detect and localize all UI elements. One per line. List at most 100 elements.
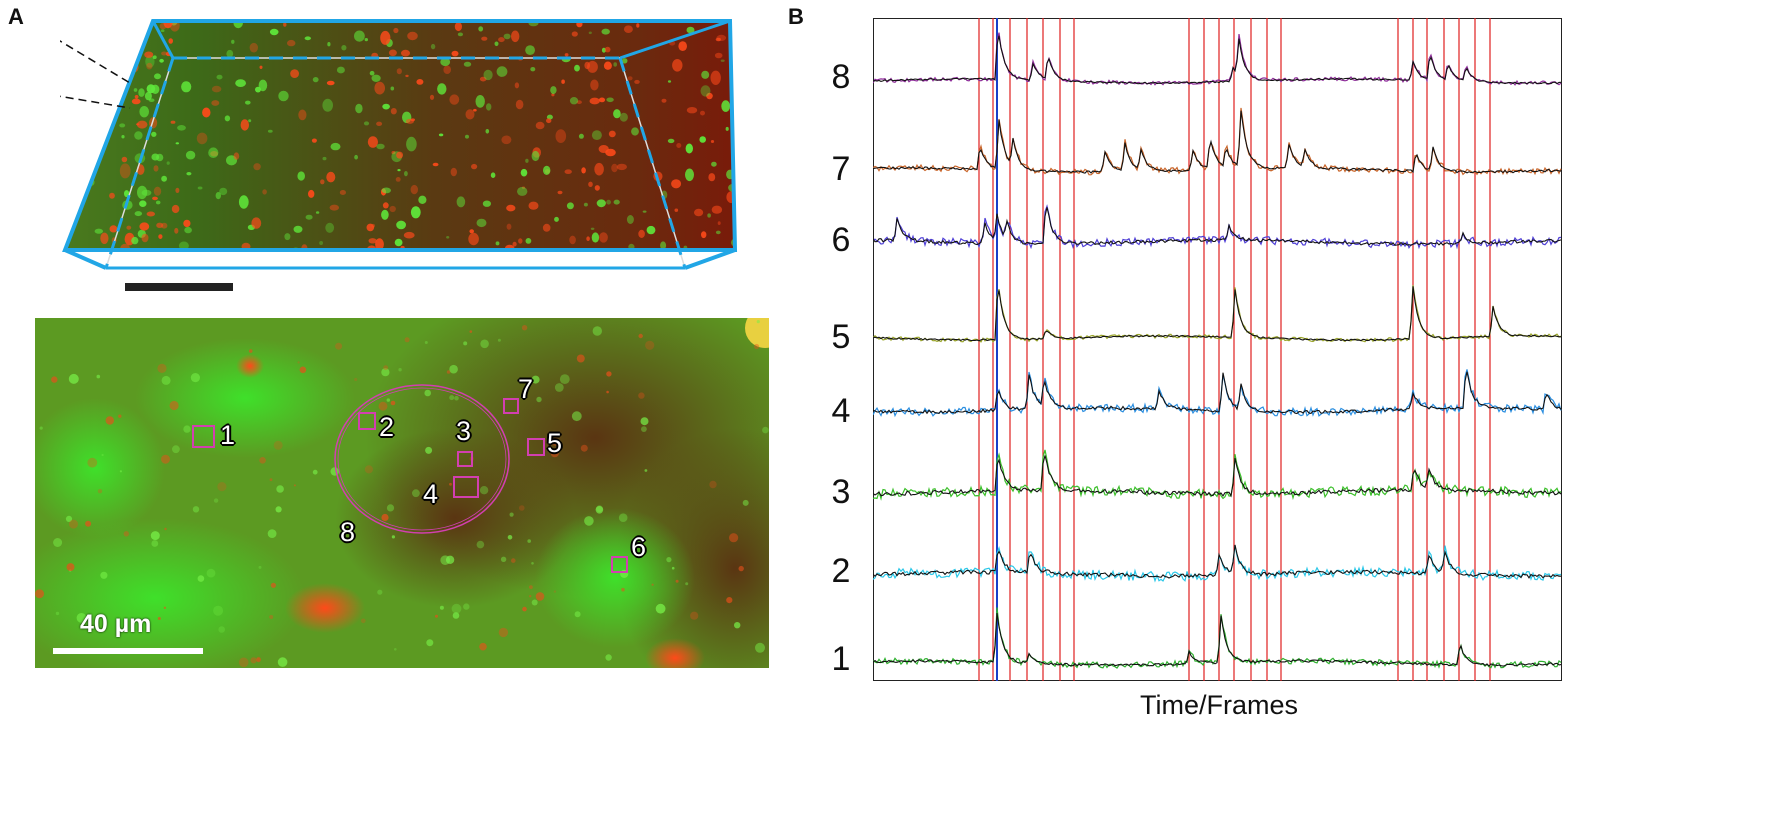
volume-speck [336,66,345,74]
fluorescence-speck [312,469,318,475]
volume-speck [146,62,153,70]
volume-speck [407,31,418,41]
volume-speck [278,90,289,102]
fluorescence-speck [76,613,87,623]
volume-speck [153,186,162,196]
volume-speck [249,42,258,53]
fluorescence-speck [197,575,205,582]
volume-speck [144,51,154,58]
fluorescence-speck [361,618,366,624]
volume-speck [134,95,139,99]
fluorescence-speck [734,622,741,629]
fluorescence-speck [378,401,388,411]
volume-speck [626,215,634,224]
fluorescence-speck [606,371,612,377]
volume-speck [699,136,706,143]
volume-speck [166,161,170,165]
fluorescence-speck [299,366,307,374]
volume-speck [258,79,268,92]
fluorescence-speck [256,656,261,661]
fluorescence-speck [404,337,410,343]
volume-speck [525,158,529,163]
volume-speck [463,61,472,67]
volume-speck [594,185,600,191]
fluorescence-speck [217,482,227,492]
fluorescence-speck [621,587,625,592]
fluorescence-speck [213,498,219,503]
volume-speck [202,107,211,118]
volume-speck [293,225,303,233]
volume-speck [503,33,511,40]
volume-speck [185,150,196,160]
volume-speck [403,254,409,261]
volume-speck [186,172,192,176]
volume-speck [454,22,462,32]
fluorescence-speck [479,486,489,495]
fluorescence-speck [424,389,432,397]
fluorescence-speck [398,368,402,372]
x-axis-label: Time/Frames [1140,690,1299,720]
volume-speck [543,165,551,175]
fluorescence-speck [269,478,273,482]
volume-speck [155,200,161,205]
fluorescence-speck [412,489,420,498]
volume-speck [485,129,490,134]
volume-speck [136,123,140,126]
volume-speck [554,216,559,222]
roi-box-4 [453,476,479,498]
fluorescence-speck [449,395,455,401]
volume-speck [449,94,460,105]
volume-speck [251,217,262,229]
volume-speck [717,221,721,226]
volume-speck [636,23,640,28]
fluorescence-speck [96,374,101,379]
volume-speck [81,61,92,68]
volume-speck [109,225,118,233]
volume-speck [525,238,532,244]
fluorescence-speck [335,342,343,350]
fluorescence-speck [169,400,179,411]
fluorescence-speck [449,364,458,374]
fluorescence-speck [157,363,167,373]
volume-speck [216,74,223,80]
volume-speck [160,29,165,32]
volume-speck [366,245,377,250]
volume-speck [269,28,279,36]
volume-speck [170,120,176,124]
volume-speck [396,68,402,75]
volume-speck [390,86,395,91]
roi-label-2: 2 [379,412,395,442]
volume-speck [235,79,247,87]
fluorescence-speck [531,599,538,606]
volume-speck [65,158,69,165]
fluorescence-speck [425,446,433,454]
fluorescence-speck [606,390,609,394]
volume-speck [457,32,463,37]
fluorescence-speck [386,504,395,512]
volume-speck [715,230,721,235]
volume-speck [446,236,450,239]
fluorescence-speck [480,339,489,349]
volume-speck [725,126,729,131]
fluorescence-speck [690,611,699,620]
trace-smoothed-1 [873,613,1562,667]
volume-speck [197,186,203,190]
volume-speck [341,45,347,51]
volume-speck [694,208,704,217]
volume-speck [406,136,417,152]
volume-speck [388,49,397,57]
fluorescence-speck [576,354,585,363]
trace-smoothed-3 [873,455,1562,498]
volume-speck [376,143,385,150]
volume-speck [70,54,77,63]
volume-speck [152,196,158,201]
trace-smoothed-6 [873,207,1562,246]
volume-speck [708,173,716,182]
trace-raw-5 [873,285,1562,343]
volume-speck [613,109,621,119]
volume-speck [233,152,240,160]
volume-speck [339,190,346,195]
fluorescence-speck [451,603,462,614]
fluorescence-speck [553,590,557,593]
volume-speck [608,130,616,138]
